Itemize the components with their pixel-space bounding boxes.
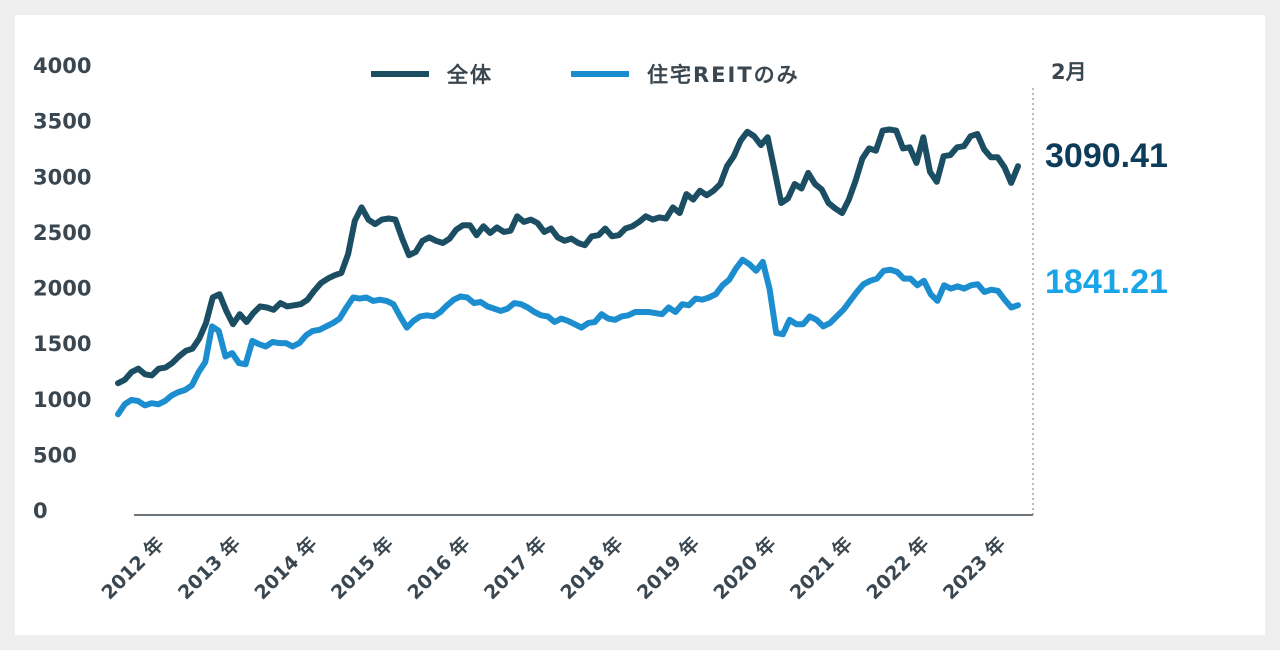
- x-tick-label: 2023 年: [938, 532, 1010, 604]
- y-tick-label: 3000: [33, 165, 91, 189]
- x-tick-label: 2015 年: [326, 532, 398, 604]
- x-tick-label: 2016 年: [403, 532, 475, 604]
- y-tick-label: 2500: [33, 221, 91, 245]
- end-value-label-total: 3090.41: [1045, 137, 1168, 175]
- series-layer: [115, 126, 1021, 418]
- y-tick-label: 500: [33, 443, 77, 467]
- legend: 全体 住宅REITのみ: [371, 63, 800, 87]
- legend-label-residential: 住宅REITのみ: [647, 63, 800, 87]
- x-tick-label: 2013 年: [173, 532, 245, 604]
- y-tick-label: 1500: [33, 332, 91, 356]
- x-axis: 2012 年 2013 年 2014 年 2015 年 2016 年 2017 年 2018…: [97, 532, 1010, 604]
- series-line-residential: [115, 256, 1021, 418]
- x-tick-label: 2012 年: [97, 532, 169, 604]
- period-marker-label: 2月: [1051, 60, 1087, 84]
- x-tick-label: 2020 年: [709, 532, 781, 604]
- y-tick-label: 3500: [33, 110, 91, 134]
- y-tick-label: 2000: [33, 277, 91, 301]
- x-tick-label: 2014 年: [250, 532, 322, 604]
- series-line-total: [115, 126, 1021, 387]
- x-tick-label: 2021 年: [785, 532, 857, 604]
- x-tick-label: 2017 年: [479, 532, 551, 604]
- y-tick-label: 1000: [33, 388, 91, 412]
- x-tick-label: 2019 年: [632, 532, 704, 604]
- y-tick-label: 0: [33, 499, 48, 523]
- x-tick-label: 2022 年: [862, 532, 934, 604]
- legend-label-total: 全体: [446, 63, 493, 87]
- y-axis: 4000 3500 3000 2500 2000 1500 1000 500 0: [33, 54, 91, 523]
- end-value-label-residential: 1841.21: [1045, 263, 1168, 301]
- x-tick-label: 2018 年: [556, 532, 628, 604]
- y-tick-label: 4000: [33, 54, 91, 78]
